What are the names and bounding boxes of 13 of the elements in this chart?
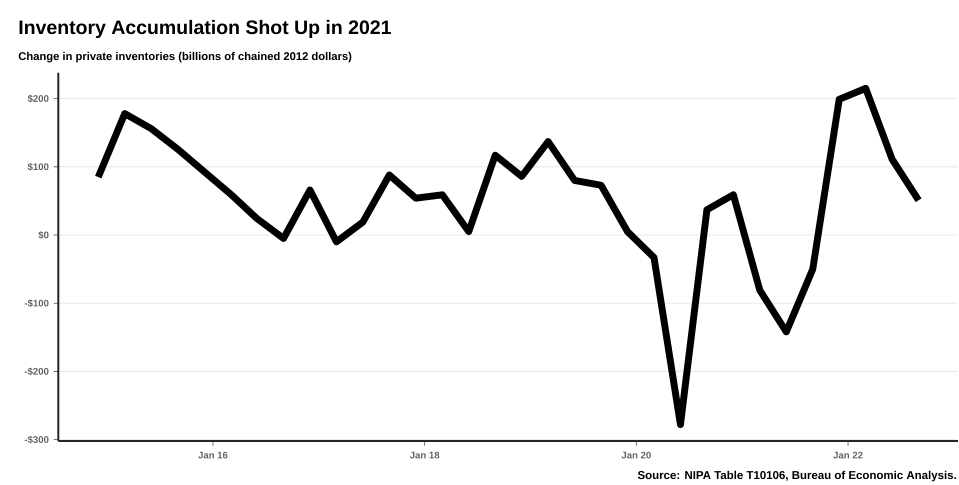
x-tick-label: Jan 16 [198, 452, 228, 458]
x-tick-label: Jan 18 [410, 452, 440, 458]
y-tick-label: -$200 [24, 368, 49, 376]
x-tick-label: Jan 20 [622, 452, 651, 458]
y-tick-label: $100 [28, 162, 49, 171]
y-tick-label: $0 [38, 231, 49, 239]
source-note: Source: NIPA Table T10106, Bureau of Economic Analysis. [638, 470, 956, 482]
chart-title: Inventory Accumulation Shot Up in 2021 [20, 20, 391, 38]
chart-subtitle: Change in private inventories (billions of chained 2012 dollars) [18, 52, 352, 62]
x-tick-label: Jan 22 [833, 452, 863, 458]
y-tick-label: -$100 [24, 299, 49, 308]
y-tick-label: -$300 [24, 436, 49, 444]
y-tick-label: $200 [28, 94, 49, 103]
